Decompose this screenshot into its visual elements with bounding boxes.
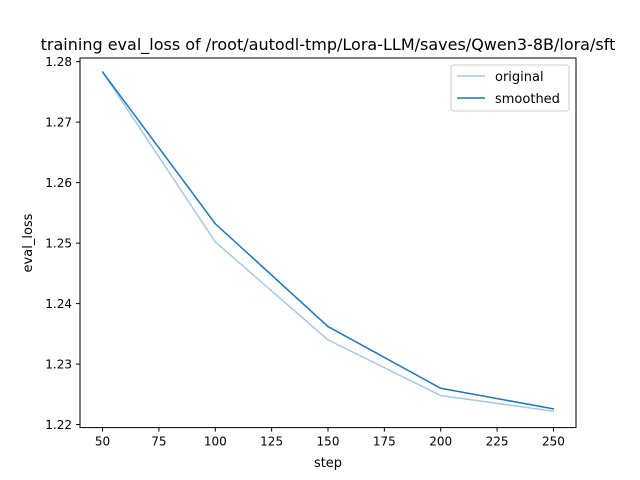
y-tick-label: 1.26 bbox=[45, 176, 72, 190]
y-tick-label: 1.24 bbox=[45, 297, 72, 311]
x-tick-label: 125 bbox=[260, 435, 283, 449]
data-point-original bbox=[327, 339, 329, 341]
x-tick-label: 50 bbox=[95, 435, 110, 449]
x-tick-label: 200 bbox=[429, 435, 452, 449]
legend-label-smoothed: smoothed bbox=[495, 92, 560, 107]
data-point-smoothed bbox=[439, 387, 442, 390]
y-tick-label: 1.28 bbox=[45, 55, 72, 69]
x-tick-label: 75 bbox=[151, 435, 166, 449]
legend: original smoothed bbox=[450, 64, 570, 112]
x-tick-label: 225 bbox=[486, 435, 509, 449]
x-tick-label: 100 bbox=[204, 435, 227, 449]
y-axis-label: eval_loss bbox=[21, 213, 36, 272]
y-tick-label: 1.27 bbox=[45, 116, 72, 130]
x-axis-ticks: 50 75 100 125 150 175 200 225 250 bbox=[95, 427, 565, 449]
x-tick-label: 250 bbox=[542, 435, 565, 449]
x-tick-label: 175 bbox=[373, 435, 396, 449]
legend-label-original: original bbox=[495, 70, 544, 85]
data-point-smoothed bbox=[327, 325, 329, 328]
plot-frame bbox=[79, 57, 577, 429]
data-point-original bbox=[214, 241, 217, 243]
data-point-original bbox=[552, 410, 555, 413]
data-point-smoothed bbox=[552, 408, 555, 410]
data-point-smoothed bbox=[214, 222, 217, 225]
series-layer bbox=[101, 71, 555, 413]
y-axis-ticks: 1.22 1.23 1.24 1.25 1.26 1.27 1.28 bbox=[45, 55, 80, 432]
chart-title: training eval_loss of /root/autodl-tmp/L… bbox=[41, 35, 616, 55]
data-point-original bbox=[439, 394, 442, 397]
y-tick-label: 1.25 bbox=[45, 237, 72, 251]
y-tick-label: 1.23 bbox=[45, 358, 72, 372]
x-axis-label: step bbox=[314, 456, 342, 471]
y-tick-label: 1.22 bbox=[45, 418, 72, 432]
data-point-smoothed bbox=[101, 71, 104, 73]
x-tick-label: 150 bbox=[317, 435, 340, 449]
